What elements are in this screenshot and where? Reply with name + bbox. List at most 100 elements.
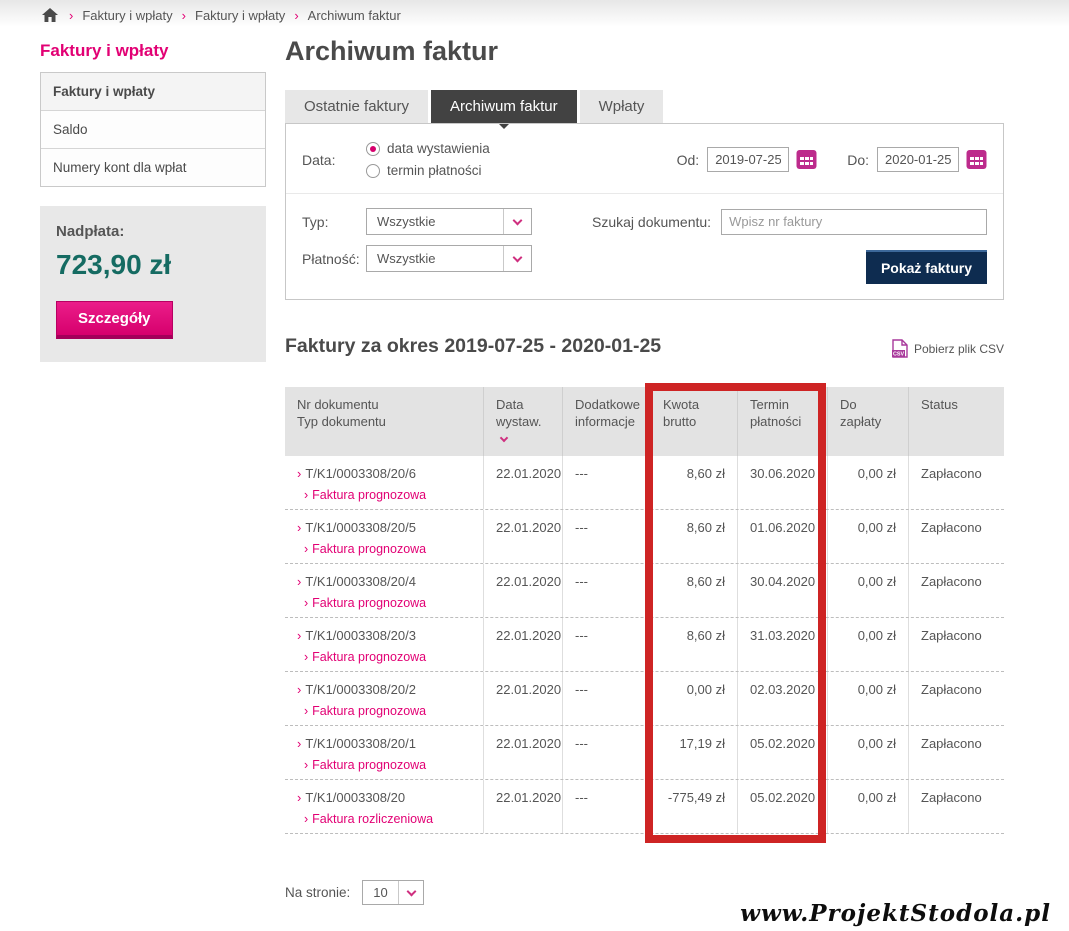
search-input[interactable] xyxy=(721,208,987,235)
sidebar-menu: Faktury i wpłaty Saldo Numery kont dla w… xyxy=(40,72,266,187)
col-header-to-pay: Do zapłaty xyxy=(827,387,908,456)
col-header-gross-amount: Kwota brutto xyxy=(650,387,737,456)
type-filter-label: Typ: xyxy=(302,213,329,230)
breadcrumb-item-current: Archiwum faktur xyxy=(307,7,401,23)
calendar-icon[interactable] xyxy=(796,149,817,170)
col-header-status: Status xyxy=(908,387,1004,456)
payment-filter-label: Płatność: xyxy=(302,250,360,267)
document-number-link[interactable]: › T/K1/0003308/20/5 xyxy=(297,520,416,535)
sidebar-item-saldo[interactable]: Saldo xyxy=(41,110,265,148)
document-number-link[interactable]: › T/K1/0003308/20/3 xyxy=(297,628,416,643)
watermark: www.ProjektStodola.pl xyxy=(740,900,1051,927)
cell-issue-date: 22.01.2020 xyxy=(483,618,562,671)
payment-select[interactable]: Wszystkie xyxy=(366,245,532,272)
invoices-table: Nr dokumentu Typ dokumentu Data wystaw. … xyxy=(285,387,1004,834)
arrow-icon: › xyxy=(297,790,302,805)
sidebar-item-numery-kont[interactable]: Numery kont dla wpłat xyxy=(41,148,265,186)
table-row: › T/K1/0003308/20/4 › Faktura prognozowa 2… xyxy=(285,564,1004,618)
breadcrumb-item[interactable]: Faktury i wpłaty xyxy=(195,7,286,23)
sort-desc-icon[interactable] xyxy=(499,433,509,443)
cell-to-pay: 0,00 zł xyxy=(827,456,908,509)
tab-bar: Ostatnie faktury Archiwum faktur Wpłaty xyxy=(285,90,1004,129)
cell-status: Zapłacono xyxy=(908,672,1004,725)
arrow-icon: › xyxy=(304,542,309,556)
col-header-issue-date[interactable]: Data wystaw. xyxy=(483,387,562,456)
panel-divider xyxy=(286,193,1003,194)
page-size-select[interactable]: 10 xyxy=(362,880,425,905)
csv-file-icon: CSV xyxy=(891,339,908,358)
arrow-icon: › xyxy=(297,466,302,481)
table-row: › T/K1/0003308/20/1 › Faktura prognozowa 2… xyxy=(285,726,1004,780)
breadcrumb-item[interactable]: Faktury i wpłaty xyxy=(82,7,173,23)
arrow-icon: › xyxy=(297,736,302,751)
cell-issue-date: 22.01.2020 xyxy=(483,780,562,833)
cell-gross-amount: -775,49 zł xyxy=(650,780,737,833)
chevron-down-icon xyxy=(512,252,523,262)
cell-due-date: 05.02.2020 xyxy=(737,780,827,833)
cell-issue-date: 22.01.2020 xyxy=(483,672,562,725)
document-number-link[interactable]: › T/K1/0003308/20/1 xyxy=(297,736,416,751)
document-number-link[interactable]: › T/K1/0003308/20/4 xyxy=(297,574,416,589)
cell-status: Zapłacono xyxy=(908,726,1004,779)
breadcrumb-separator: › xyxy=(181,7,186,23)
overpayment-label: Nadpłata: xyxy=(56,223,125,240)
arrow-icon: › xyxy=(304,596,309,610)
pagination: Na stronie: 10 xyxy=(285,880,1004,905)
to-date-input[interactable] xyxy=(877,147,959,172)
table-row: › T/K1/0003308/20/6 › Faktura prognozowa 2… xyxy=(285,456,1004,510)
overpayment-box: Nadpłata: 723,90 zł Szczegóły xyxy=(40,206,266,362)
cell-additional-info: --- xyxy=(562,780,650,833)
cell-to-pay: 0,00 zł xyxy=(827,780,908,833)
document-type-link[interactable]: › Faktura prognozowa xyxy=(304,542,427,556)
cell-additional-info: --- xyxy=(562,510,650,563)
cell-to-pay: 0,00 zł xyxy=(827,672,908,725)
document-type-link[interactable]: › Faktura prognozowa xyxy=(304,650,427,664)
table-header-row: Nr dokumentu Typ dokumentu Data wystaw. … xyxy=(285,387,1004,456)
page-title: Archiwum faktur xyxy=(285,36,499,66)
arrow-icon: › xyxy=(297,574,302,589)
cell-due-date: 02.03.2020 xyxy=(737,672,827,725)
cell-to-pay: 0,00 zł xyxy=(827,726,908,779)
sidebar-item-faktury-i-wplaty[interactable]: Faktury i wpłaty xyxy=(41,73,265,110)
filter-panel: Data: data wystawienia termin płatności … xyxy=(285,123,1004,300)
cell-due-date: 01.06.2020 xyxy=(737,510,827,563)
tab-ostatnie-faktury[interactable]: Ostatnie faktury xyxy=(285,90,429,123)
radio-checked-icon[interactable] xyxy=(366,141,380,156)
show-invoices-button[interactable]: Pokaż faktury xyxy=(865,250,987,284)
cell-document: › T/K1/0003308/20/5 › Faktura prognozowa xyxy=(285,510,483,563)
radio-issue-date[interactable]: data wystawienia xyxy=(366,141,490,156)
calendar-icon[interactable] xyxy=(966,149,987,170)
type-select[interactable]: Wszystkie xyxy=(366,208,532,235)
cell-status: Zapłacono xyxy=(908,618,1004,671)
radio-due-date[interactable]: termin płatności xyxy=(366,163,490,178)
home-icon[interactable] xyxy=(42,8,58,22)
details-button[interactable]: Szczegóły xyxy=(56,301,173,339)
cell-gross-amount: 0,00 zł xyxy=(650,672,737,725)
cell-gross-amount: 8,60 zł xyxy=(650,618,737,671)
table-row: › T/K1/0003308/20 › Faktura rozliczeniowa … xyxy=(285,780,1004,834)
document-number-link[interactable]: › T/K1/0003308/20/2 xyxy=(297,682,416,697)
cell-document: › T/K1/0003308/20/6 › Faktura prognozowa xyxy=(285,456,483,509)
radio-unchecked-icon[interactable] xyxy=(366,163,380,178)
document-number-link[interactable]: › T/K1/0003308/20/6 xyxy=(297,466,416,481)
tab-archiwum-faktur[interactable]: Archiwum faktur xyxy=(431,90,577,129)
from-date-input[interactable] xyxy=(707,147,790,172)
table-row: › T/K1/0003308/20/2 › Faktura prognozowa 2… xyxy=(285,672,1004,726)
document-type-link[interactable]: › Faktura prognozowa xyxy=(304,758,427,772)
cell-to-pay: 0,00 zł xyxy=(827,564,908,617)
document-type-link[interactable]: › Faktura rozliczeniowa xyxy=(304,812,434,826)
table-row: › T/K1/0003308/20/3 › Faktura prognozowa 2… xyxy=(285,618,1004,672)
document-number-link[interactable]: › T/K1/0003308/20 xyxy=(297,790,406,805)
document-type-link[interactable]: › Faktura prognozowa xyxy=(304,704,427,718)
cell-additional-info: --- xyxy=(562,456,650,509)
tab-wplaty[interactable]: Wpłaty xyxy=(579,90,664,123)
document-type-link[interactable]: › Faktura prognozowa xyxy=(304,596,427,610)
download-csv-link[interactable]: CSV Pobierz plik CSV xyxy=(891,339,1004,358)
document-type-link[interactable]: › Faktura prognozowa xyxy=(304,488,427,502)
results-heading: Faktury za okres 2019-07-25 - 2020-01-25 xyxy=(285,335,662,357)
cell-document: › T/K1/0003308/20/1 › Faktura prognozowa xyxy=(285,726,483,779)
cell-status: Zapłacono xyxy=(908,564,1004,617)
arrow-icon: › xyxy=(297,520,302,535)
chevron-down-icon xyxy=(406,886,417,896)
cell-due-date: 30.04.2020 xyxy=(737,564,827,617)
